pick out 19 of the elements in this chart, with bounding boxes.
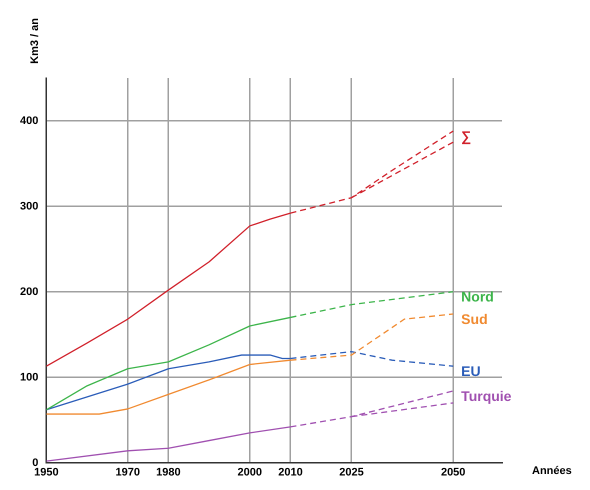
series-label: Nord	[461, 288, 494, 305]
y-tick-label: 0	[32, 456, 38, 469]
x-tick-label: 2050	[440, 466, 466, 478]
series-label: Sud	[461, 310, 488, 327]
y-tick-label: 400	[20, 114, 38, 127]
x-tick-label: 1950	[34, 466, 59, 478]
y-tick-label: 100	[20, 371, 38, 384]
x-tick-label: 2025	[339, 466, 364, 478]
y-tick-label: 200	[20, 286, 38, 298]
x-tick-label: 1970	[115, 466, 140, 478]
x-tick-label: 2000	[238, 466, 262, 478]
x-tick-label: 2010	[278, 466, 303, 478]
series-label: EU	[461, 363, 481, 380]
series-label: ∑	[461, 128, 472, 145]
y-tick-label: 300	[20, 200, 38, 212]
x-axis-title: Années	[532, 464, 572, 477]
x-tick-label: 1980	[156, 466, 181, 478]
y-axis-title: Km3 / an	[28, 18, 41, 64]
series-label: Turquie	[461, 388, 512, 404]
